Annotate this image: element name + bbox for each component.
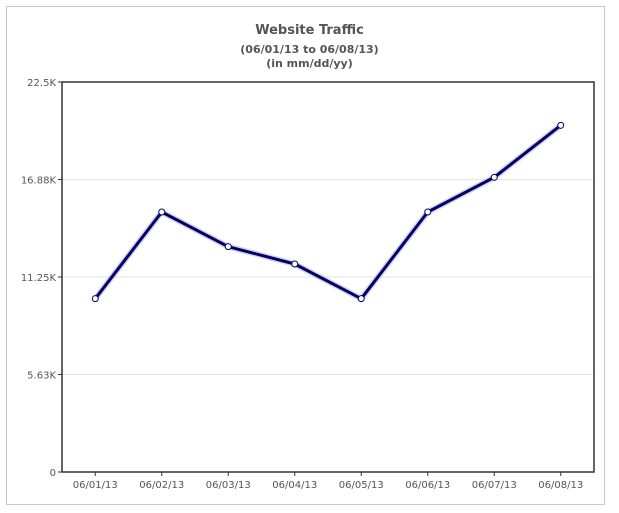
data-point[interactable]: [557, 121, 565, 129]
chart-subtitle: (06/01/13 to 06/08/13): [240, 43, 379, 56]
y-tick-label: 22.5K: [27, 78, 56, 89]
y-tick-label: 11.25K: [21, 273, 57, 284]
data-point[interactable]: [91, 295, 99, 303]
y-tick-label: 16.88K: [21, 176, 57, 187]
data-point[interactable]: [291, 260, 299, 268]
data-point[interactable]: [357, 295, 365, 303]
y-tick-label: 0: [50, 468, 56, 479]
axes: 0 5.63K 11.25K 16.88K 22.5K 06/01/13 06/02/13 0…: [21, 78, 583, 491]
gridlines: [62, 179, 594, 375]
x-tick-label: 06/08/13: [538, 480, 583, 491]
x-tick-label: 06/02/13: [139, 480, 184, 491]
data-point[interactable]: [424, 208, 432, 216]
y-tick-label: 5.63K: [27, 371, 56, 382]
chart-frame: [6, 6, 605, 505]
x-tick-label: 06/06/13: [405, 480, 450, 491]
data-point[interactable]: [224, 243, 232, 251]
x-tick-label: 06/03/13: [206, 480, 251, 491]
series-line: [94, 124, 562, 301]
x-tick-label: 06/04/13: [272, 480, 317, 491]
x-tick-label: 06/07/13: [472, 480, 517, 491]
chart-title: Website Traffic: [255, 23, 364, 38]
x-tick-label: 06/05/13: [339, 480, 384, 491]
data-point[interactable]: [490, 173, 498, 181]
data-point[interactable]: [158, 208, 166, 216]
x-tick-label: 06/01/13: [73, 480, 118, 491]
series-layer: [91, 121, 565, 303]
chart-subtitle-units: (in mm/dd/yy): [266, 57, 353, 70]
